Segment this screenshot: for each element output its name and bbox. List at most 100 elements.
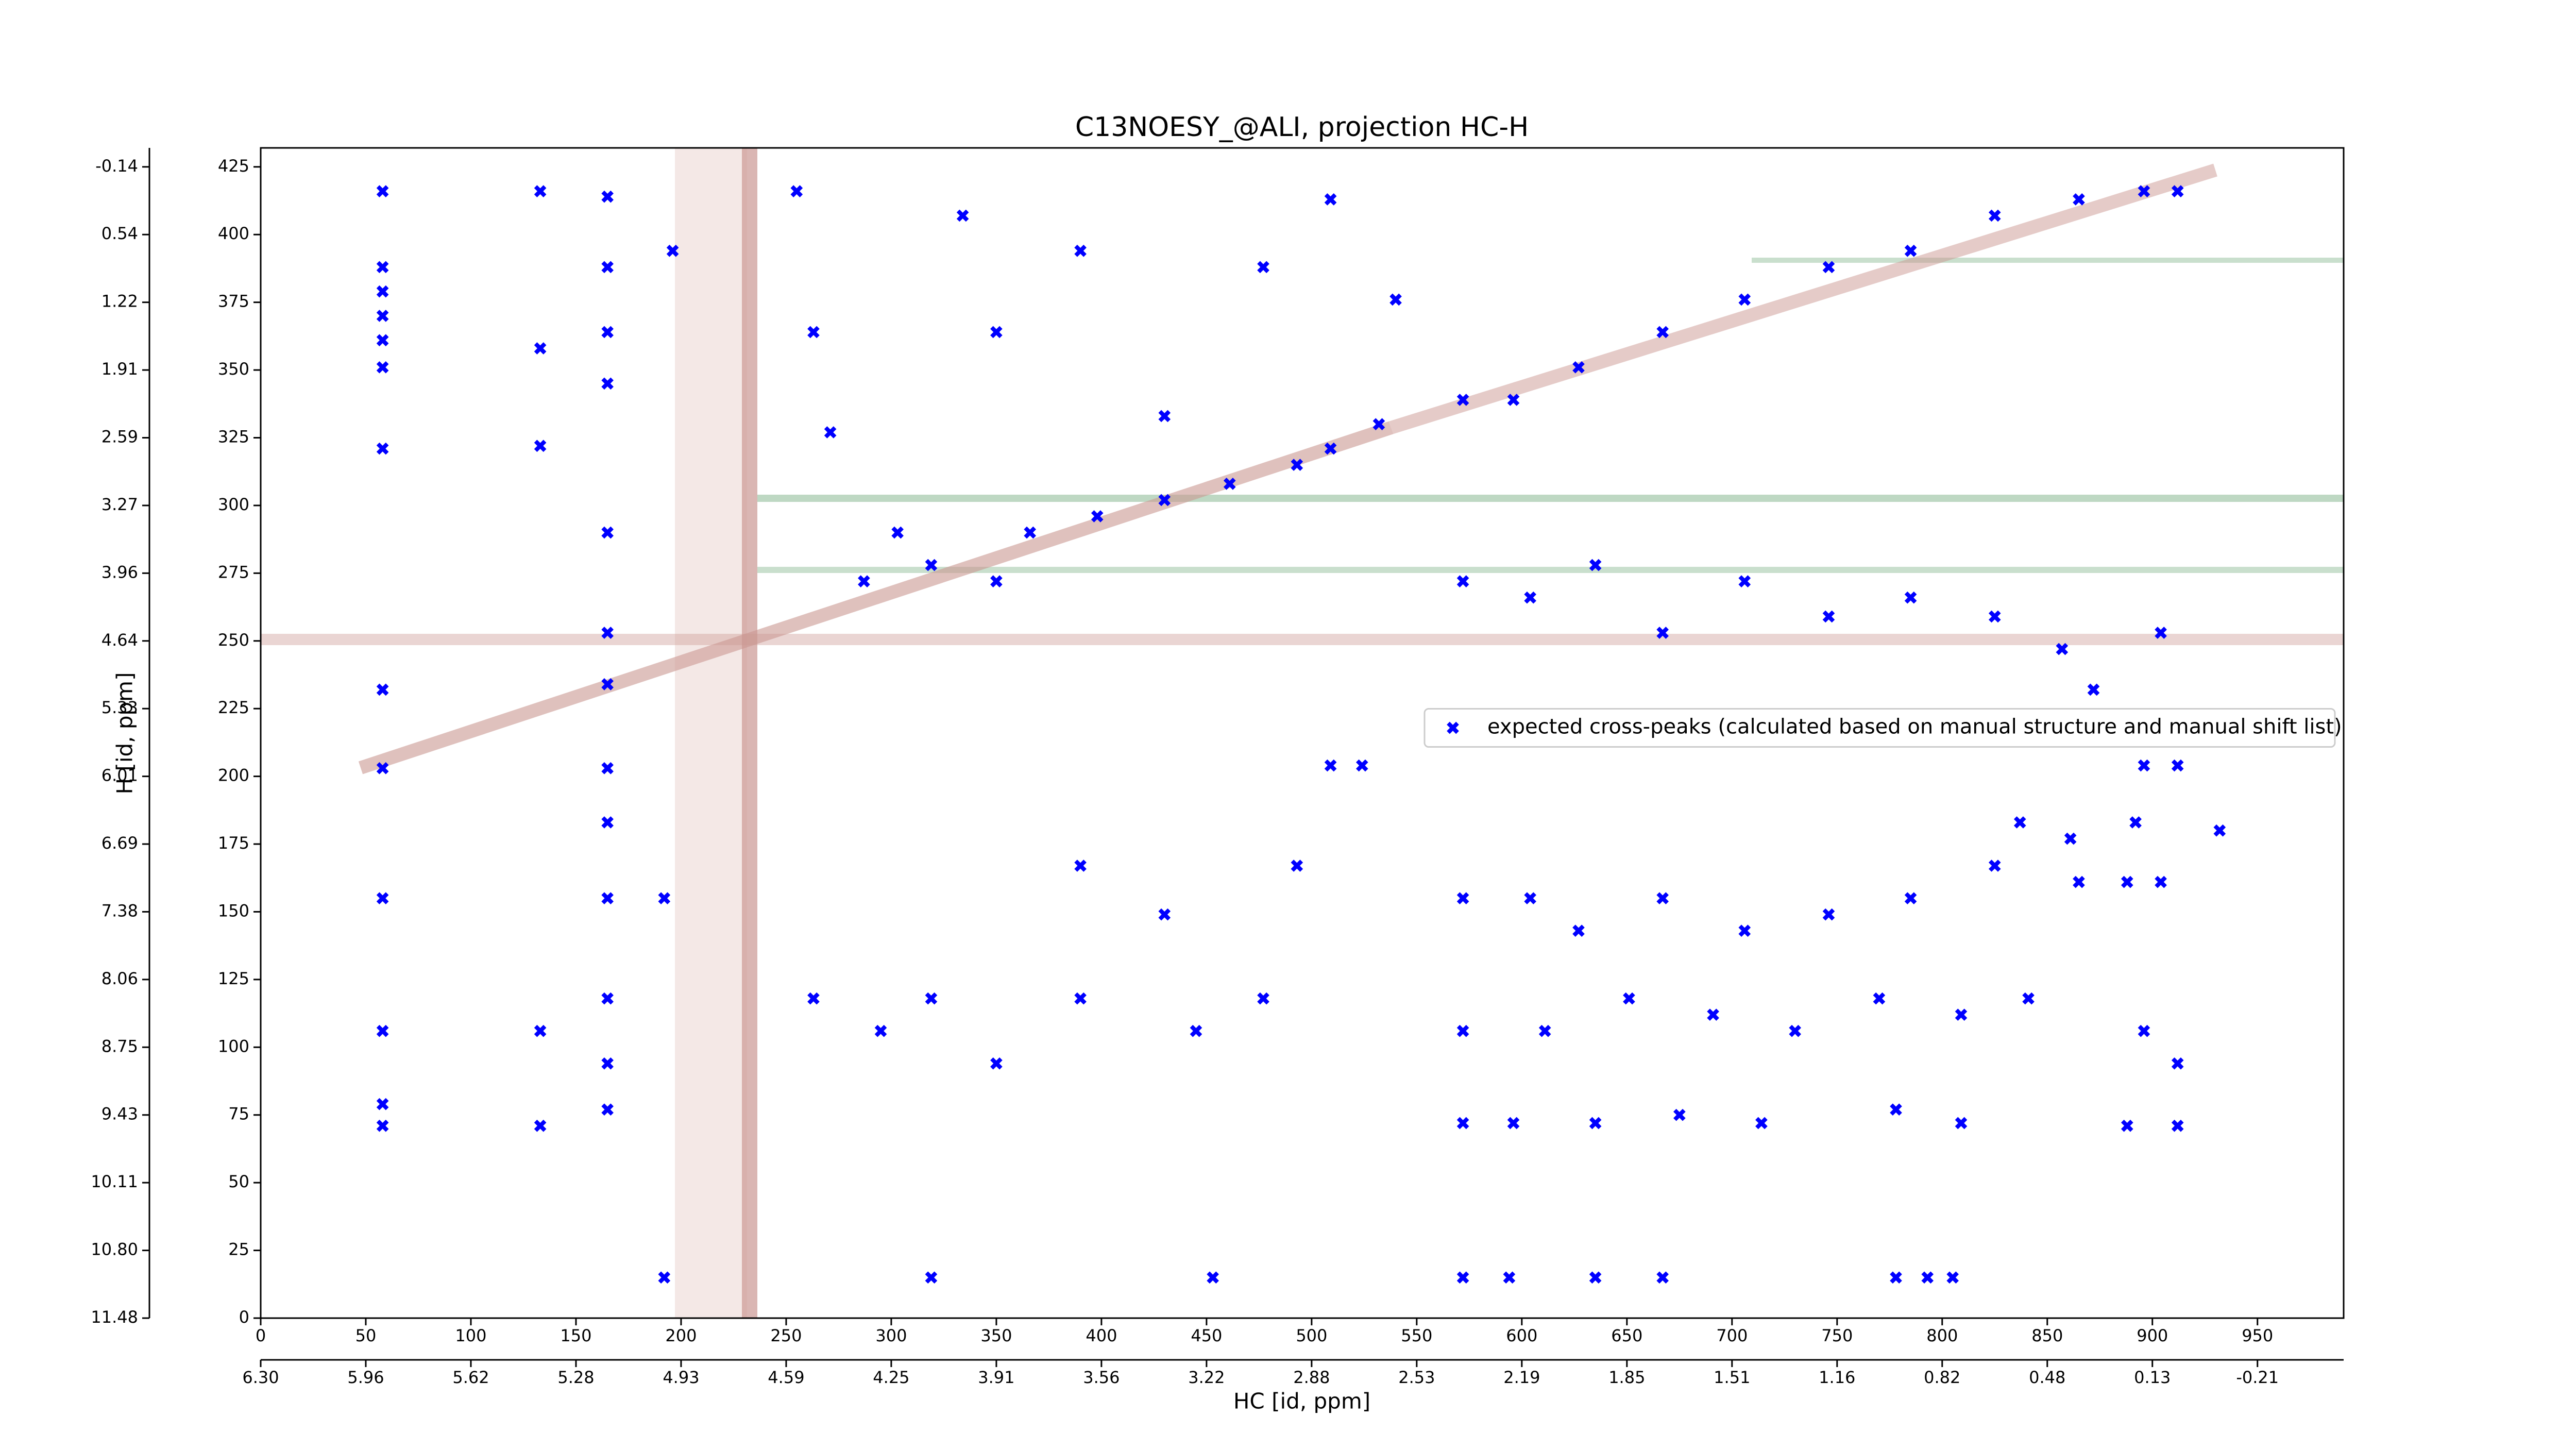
cross-peak [2022, 992, 2035, 1005]
cross-peak [376, 1024, 389, 1037]
cross-peak [807, 992, 820, 1005]
cross-peak [2138, 1024, 2150, 1037]
cross-peak [1572, 924, 1585, 937]
cross-peak [1291, 459, 1303, 471]
cross-peak [2129, 816, 2142, 829]
marks [376, 185, 2226, 1284]
cross-peak [1524, 591, 1536, 604]
cross-peak [2064, 832, 2077, 845]
cross-peak [1904, 244, 1917, 257]
x-tick-label: 400 [1086, 1326, 1117, 1345]
y2-tick-label: 9.43 [101, 1104, 138, 1124]
cross-peak [1291, 860, 1303, 872]
cross-peak [1904, 892, 1917, 904]
cross-peak [1456, 575, 1469, 587]
y-tick-label: 175 [218, 833, 249, 853]
cross-peak [1372, 418, 1385, 431]
cross-peak [1988, 209, 2001, 222]
y2-tick-label: 4.64 [101, 630, 138, 650]
cross-peak [790, 185, 803, 197]
cross-peak [601, 992, 614, 1005]
x2-tick-label: 2.88 [1293, 1368, 1330, 1387]
cross-peak [925, 1271, 938, 1284]
cross-peak [1822, 610, 1835, 623]
cross-peak [858, 575, 870, 587]
cross-peak [2138, 185, 2150, 197]
cross-peak [376, 1098, 389, 1110]
y2-tick-label: 0.54 [101, 224, 138, 243]
cross-peak [601, 1103, 614, 1116]
cross-peak [1589, 1117, 1602, 1130]
cross-peak [1456, 1024, 1469, 1037]
cross-peak [1158, 410, 1171, 423]
y2-tick-label: 3.96 [101, 562, 138, 582]
x2-tick-label: 5.28 [557, 1368, 594, 1387]
ridge [757, 495, 2344, 502]
cross-peak [925, 559, 938, 571]
spectrum-decoration [261, 148, 2344, 1318]
cross-peak [2171, 759, 2184, 772]
y-tick-label: 275 [218, 562, 249, 582]
cross-peak [2013, 816, 2026, 829]
cross-peak [1955, 1117, 1968, 1130]
y-tick-label: 325 [218, 427, 249, 446]
cross-peak [601, 190, 614, 203]
x-tick-label: 800 [1926, 1326, 1958, 1345]
x2-tick-label: 2.19 [1503, 1368, 1540, 1387]
cross-peak [601, 526, 614, 539]
cross-peak [1456, 892, 1469, 904]
cross-peak [1389, 293, 1402, 306]
cross-peak [658, 1271, 671, 1284]
cross-peak [1656, 627, 1669, 639]
cross-peak [376, 361, 389, 374]
cross-peak [376, 310, 389, 322]
x2-tick-label: 1.16 [1819, 1368, 1855, 1387]
y-tick-label: 50 [228, 1172, 249, 1191]
ridge [1752, 258, 2344, 263]
y2-tick-label: 6.69 [101, 833, 138, 853]
y-tick-label: 350 [218, 359, 249, 379]
cross-peak [1190, 1024, 1202, 1037]
cross-peak [2087, 683, 2100, 696]
cross-peak [601, 678, 614, 690]
x2-tick-label: 4.59 [768, 1368, 804, 1387]
y-tick-label: 100 [218, 1036, 249, 1056]
x-axis-title: HC [id, ppm] [1233, 1389, 1370, 1414]
x2-tick-label: 4.93 [663, 1368, 699, 1387]
y2-tick-label: 8.75 [101, 1036, 138, 1056]
y2-tick-label: 3.27 [101, 495, 138, 514]
solvent-band [675, 148, 747, 1318]
cross-peak [376, 892, 389, 904]
x2-tick-label: 5.62 [452, 1368, 489, 1387]
cross-peak [1755, 1117, 1768, 1130]
cross-peak [1890, 1103, 1902, 1116]
cross-peak [601, 326, 614, 339]
x2-tick-label: 1.85 [1608, 1368, 1645, 1387]
cross-peak [1921, 1271, 1934, 1284]
cross-peak [990, 575, 1003, 587]
cross-peak [1955, 1008, 1968, 1021]
cross-peak [2171, 185, 2184, 197]
cross-peak [1904, 591, 1917, 604]
y2-tick-label: 1.91 [101, 359, 138, 379]
x-tick-label: 300 [875, 1326, 907, 1345]
cross-peak [2073, 193, 2085, 206]
y-tick-label: 400 [218, 224, 249, 243]
cross-peak [1873, 992, 1886, 1005]
cross-peak [601, 627, 614, 639]
cross-peak [990, 326, 1003, 339]
cross-peak [376, 1119, 389, 1132]
legend-marker [1447, 721, 1459, 734]
y2-tick-label: 7.38 [101, 901, 138, 920]
y-axis-title: H [id, ppm] [112, 672, 138, 795]
cross-peak [1738, 924, 1751, 937]
plot-frame [260, 147, 2345, 1319]
cross-peak [2121, 875, 2133, 888]
cross-peak [1257, 261, 1269, 274]
y-tick-label: 225 [218, 698, 249, 717]
y-tick-label: 0 [239, 1307, 249, 1327]
y2-tick-label: 10.80 [91, 1240, 138, 1259]
cross-peak [2155, 875, 2167, 888]
x-tick-label: 700 [1716, 1326, 1748, 1345]
